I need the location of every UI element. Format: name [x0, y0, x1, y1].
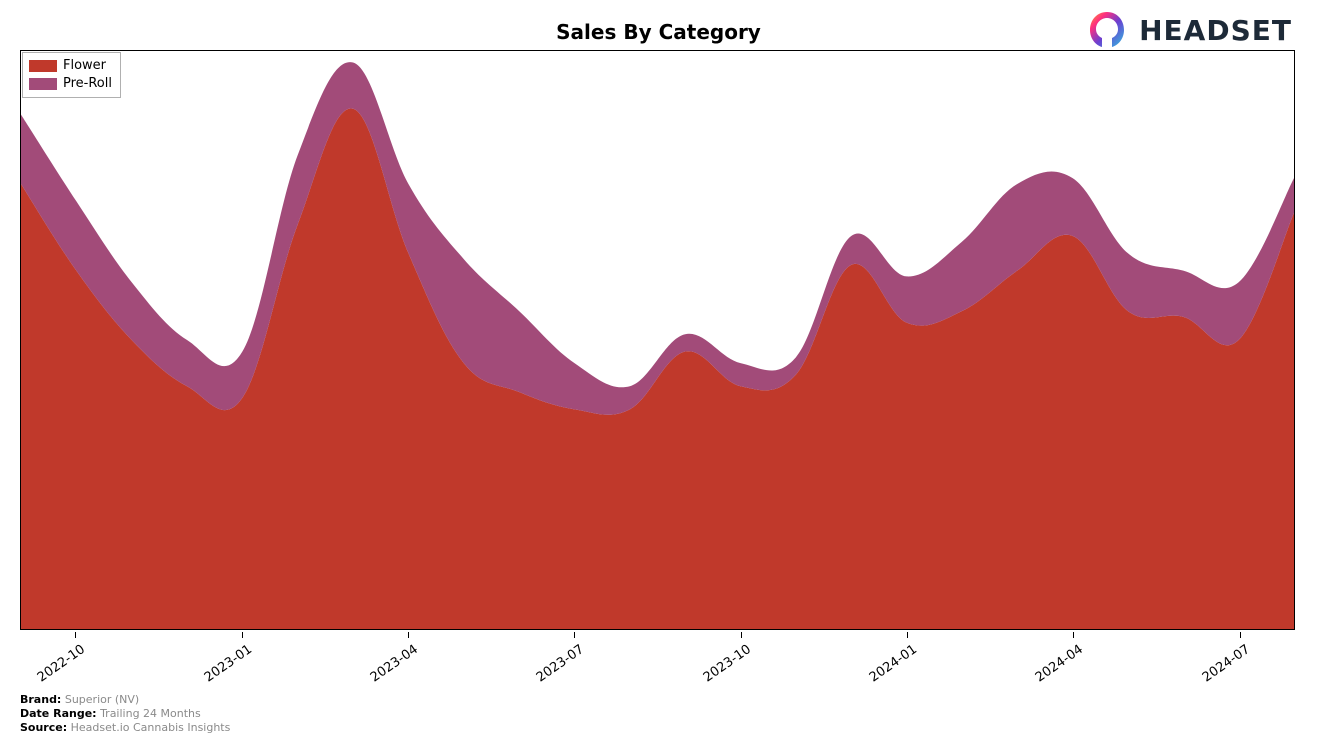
- legend: FlowerPre-Roll: [22, 52, 121, 98]
- legend-swatch: [29, 78, 57, 90]
- footer-brand-label: Brand:: [20, 693, 61, 706]
- xtick-label: 2024-04: [1033, 642, 1086, 685]
- legend-label: Flower: [63, 57, 106, 75]
- plot-area: FlowerPre-Roll: [20, 50, 1295, 630]
- xtick-mark: [242, 632, 243, 638]
- xtick-label: 2023-10: [700, 642, 753, 685]
- x-axis-ticks: 2022-10 2023-01 2023-04 2023-07 2023-10 2024-…: [20, 632, 1295, 692]
- legend-item-pre-roll: Pre-Roll: [29, 75, 112, 93]
- xtick-label: 2023-04: [368, 642, 421, 685]
- legend-label: Pre-Roll: [63, 75, 112, 93]
- xtick-mark: [741, 632, 742, 638]
- xtick-label: 2024-01: [867, 642, 920, 685]
- legend-swatch: [29, 60, 57, 72]
- footer-range-label: Date Range:: [20, 707, 97, 720]
- xtick-label: 2022-10: [35, 642, 88, 685]
- chart-footer: Brand: Superior (NV) Date Range: Trailin…: [20, 693, 230, 735]
- legend-item-flower: Flower: [29, 57, 112, 75]
- xtick-label: 2023-01: [202, 642, 255, 685]
- area-layers: [21, 51, 1294, 629]
- xtick-mark: [907, 632, 908, 638]
- headset-icon: [1085, 8, 1129, 52]
- footer-source-value: Headset.io Cannabis Insights: [71, 721, 231, 734]
- xtick-label: 2023-07: [534, 642, 587, 685]
- xtick-mark: [574, 632, 575, 638]
- xtick-mark: [408, 632, 409, 638]
- brand-logo: HEADSET: [1085, 8, 1292, 52]
- logo-text: HEADSET: [1139, 14, 1292, 47]
- footer-source-label: Source:: [20, 721, 67, 734]
- footer-brand-value: Superior (NV): [65, 693, 139, 706]
- xtick-mark: [75, 632, 76, 638]
- xtick-mark: [1240, 632, 1241, 638]
- xtick-mark: [1073, 632, 1074, 638]
- xtick-label: 2024-07: [1199, 642, 1252, 685]
- footer-range-value: Trailing 24 Months: [100, 707, 201, 720]
